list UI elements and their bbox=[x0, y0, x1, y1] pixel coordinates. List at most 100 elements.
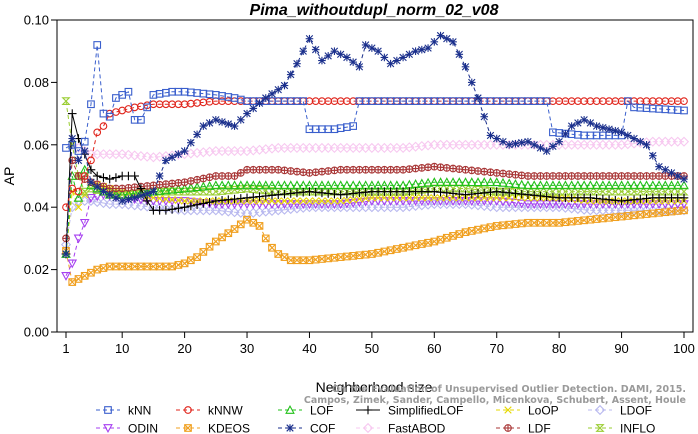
data-point-loop bbox=[493, 194, 501, 202]
data-point-simplifiedlof bbox=[623, 196, 633, 205]
data-point-lof bbox=[279, 180, 290, 190]
data-point-ldf bbox=[236, 169, 245, 177]
data-point-simplifiedlof bbox=[592, 194, 601, 203]
data-point-ldf bbox=[642, 172, 651, 180]
data-point-simplifiedlof bbox=[230, 194, 239, 204]
data-point-loop bbox=[343, 196, 351, 205]
data-point-loop bbox=[168, 196, 176, 204]
data-point-lof bbox=[504, 178, 515, 188]
data-point-inflo bbox=[254, 185, 265, 194]
data-point-loop bbox=[299, 197, 307, 205]
data-point-simplifiedlof bbox=[642, 194, 651, 203]
data-point-lof bbox=[285, 180, 296, 190]
data-point-ldf bbox=[211, 172, 220, 180]
data-point-lof bbox=[523, 180, 533, 190]
data-point-ldf bbox=[168, 179, 176, 188]
data-point-lof bbox=[579, 180, 589, 190]
data-point-lof bbox=[491, 177, 502, 187]
data-point-odin bbox=[510, 198, 521, 208]
data-point-kdeos bbox=[642, 210, 651, 218]
data-point-cof bbox=[642, 141, 651, 149]
data-point-lof bbox=[622, 180, 633, 190]
data-point-ldof bbox=[135, 200, 146, 212]
legend-marker-fastabod bbox=[362, 422, 374, 434]
data-point-ldf bbox=[542, 172, 551, 180]
data-point-cof bbox=[386, 59, 395, 68]
data-point-cof bbox=[349, 58, 357, 66]
data-point-cof bbox=[611, 126, 620, 135]
data-point-knnw bbox=[80, 172, 89, 180]
data-point-loop bbox=[268, 197, 276, 205]
data-point-cof bbox=[336, 50, 345, 59]
data-point-simplifiedlof bbox=[136, 184, 146, 193]
data-point-inflo bbox=[192, 187, 202, 196]
data-point-inflo bbox=[217, 187, 227, 195]
legend-label-odin: ODIN bbox=[128, 422, 158, 434]
data-point-cof bbox=[436, 31, 445, 40]
data-point-cof bbox=[199, 122, 208, 130]
data-point-ldf bbox=[286, 167, 295, 175]
x-tick-label: 40 bbox=[302, 341, 316, 356]
data-point-simplifiedlof bbox=[461, 190, 470, 200]
data-point-odin bbox=[86, 193, 96, 203]
data-point-odin bbox=[529, 200, 540, 210]
data-point-ldf bbox=[561, 172, 570, 180]
data-point-kdeos bbox=[461, 228, 470, 237]
data-point-cof bbox=[87, 178, 95, 187]
y-tick-label: 0.02 bbox=[24, 262, 49, 277]
data-point-kdeos bbox=[112, 262, 120, 271]
data-point-cof bbox=[149, 187, 158, 196]
legend-marker-ldof bbox=[594, 404, 606, 416]
data-point-simplifiedlof bbox=[317, 188, 327, 198]
data-point-knnw bbox=[680, 97, 688, 105]
data-point-ldof bbox=[554, 202, 565, 213]
data-point-inflo bbox=[616, 187, 627, 196]
data-point-lof bbox=[529, 180, 540, 190]
data-point-ldf bbox=[299, 168, 308, 177]
data-point-cof bbox=[212, 116, 220, 124]
data-point-inflo bbox=[80, 187, 90, 196]
data-point-lof bbox=[591, 180, 602, 190]
data-point-ldf bbox=[592, 172, 601, 180]
data-point-odin bbox=[173, 197, 184, 207]
x-tick-label: 90 bbox=[614, 341, 628, 356]
data-point-knnw bbox=[74, 187, 83, 196]
data-point-loop bbox=[330, 197, 339, 205]
data-point-kdeos bbox=[230, 225, 239, 233]
data-point-cof bbox=[486, 131, 495, 140]
data-point-simplifiedlof bbox=[473, 189, 483, 198]
data-point-knn bbox=[349, 122, 358, 130]
data-point-ldof bbox=[560, 202, 571, 213]
data-point-cof bbox=[174, 150, 183, 158]
data-point-loop bbox=[368, 194, 376, 202]
data-point-ldf bbox=[424, 163, 432, 172]
data-point-cof bbox=[93, 183, 102, 191]
data-point-lof bbox=[479, 177, 490, 187]
data-point-odin bbox=[61, 271, 71, 281]
data-point-cof bbox=[187, 138, 195, 147]
data-point-lof bbox=[666, 180, 677, 190]
data-point-cof bbox=[105, 190, 114, 199]
data-point-cof bbox=[449, 38, 457, 46]
data-point-lof bbox=[198, 181, 209, 191]
data-point-loop bbox=[312, 197, 320, 205]
data-point-ldf bbox=[617, 172, 626, 180]
data-point-cof bbox=[517, 138, 526, 147]
data-point-odin bbox=[73, 234, 84, 244]
data-point-inflo bbox=[61, 97, 71, 105]
data-point-cof bbox=[555, 137, 563, 146]
data-point-kdeos bbox=[236, 220, 245, 229]
data-point-loop bbox=[449, 194, 457, 202]
data-point-knn bbox=[87, 100, 95, 109]
data-point-lof bbox=[585, 180, 596, 190]
data-point-cof bbox=[661, 165, 670, 174]
data-point-lof bbox=[629, 180, 639, 190]
data-point-lof bbox=[498, 177, 508, 187]
data-point-kdeos bbox=[355, 251, 364, 260]
series-knn bbox=[62, 41, 688, 155]
data-point-lof bbox=[535, 180, 546, 190]
data-point-ldof bbox=[566, 203, 577, 214]
data-point-simplifiedlof bbox=[92, 171, 102, 181]
data-point-cof bbox=[299, 47, 308, 55]
data-point-simplifiedlof bbox=[611, 196, 620, 205]
